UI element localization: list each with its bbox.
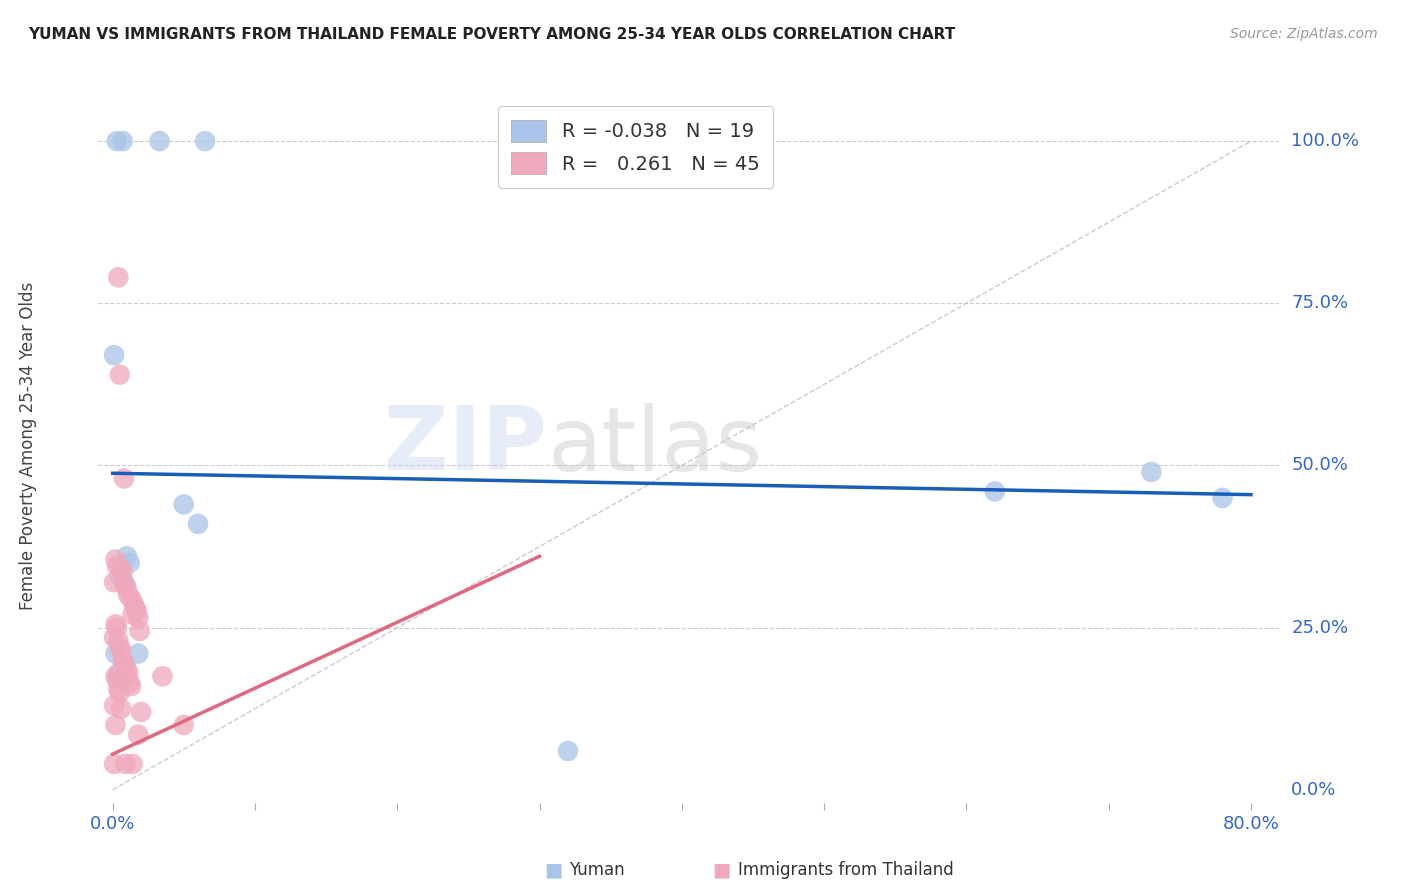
Point [114, 756, 136, 771]
Point [124, 601, 146, 615]
Point [103, 698, 125, 713]
Point [127, 728, 149, 742]
Text: Female Poverty Among 25-34 Year Olds: Female Poverty Among 25-34 Year Olds [18, 282, 37, 610]
Text: 0.0%: 0.0% [1291, 780, 1337, 799]
Point [104, 718, 127, 732]
Text: ■: ■ [713, 860, 731, 880]
Point [121, 607, 143, 622]
Text: 25.0%: 25.0% [1291, 619, 1348, 637]
Text: Source: ZipAtlas.com: Source: ZipAtlas.com [1230, 27, 1378, 41]
Point [173, 718, 195, 732]
Point [149, 134, 172, 148]
Text: 50.0%: 50.0% [1291, 457, 1348, 475]
Point [187, 516, 209, 531]
Point [108, 685, 131, 699]
Point [104, 669, 127, 683]
Point [103, 348, 125, 362]
Point [194, 134, 217, 148]
Text: ■: ■ [544, 860, 562, 880]
Point [114, 578, 136, 592]
Point [115, 549, 138, 564]
Text: atlas: atlas [547, 402, 762, 490]
Text: YUMAN VS IMMIGRANTS FROM THAILAND FEMALE POVERTY AMONG 25-34 YEAR OLDS CORRELATI: YUMAN VS IMMIGRANTS FROM THAILAND FEMALE… [28, 27, 955, 42]
Point [103, 575, 125, 590]
Point [111, 566, 134, 580]
Point [557, 744, 579, 758]
Point [112, 471, 135, 485]
Point [117, 666, 139, 681]
Point [127, 647, 149, 661]
Point [117, 588, 139, 602]
Point [110, 562, 132, 576]
Point [1212, 491, 1234, 505]
Text: ZIP: ZIP [384, 402, 547, 490]
Point [984, 484, 1007, 499]
Point [111, 653, 134, 667]
Point [110, 643, 132, 657]
Point [1140, 465, 1163, 479]
Point [115, 582, 138, 596]
Point [108, 368, 131, 382]
Point [104, 617, 127, 632]
Point [103, 631, 125, 645]
Point [110, 673, 132, 687]
Point [107, 682, 129, 697]
Point [112, 657, 135, 671]
Legend: R = -0.038   N = 19, R =   0.261   N = 45: R = -0.038 N = 19, R = 0.261 N = 45 [498, 106, 773, 188]
Point [107, 633, 129, 648]
Point [110, 702, 132, 716]
Point [129, 705, 152, 719]
Point [105, 673, 128, 687]
Point [118, 556, 141, 570]
Point [107, 666, 129, 681]
Point [111, 134, 134, 148]
Point [125, 604, 148, 618]
Point [107, 270, 129, 285]
Point [104, 552, 127, 566]
Point [108, 640, 131, 654]
Text: 75.0%: 75.0% [1291, 294, 1348, 312]
Text: Immigrants from Thailand: Immigrants from Thailand [738, 861, 953, 879]
Text: Yuman: Yuman [569, 861, 626, 879]
Point [105, 134, 128, 148]
Point [120, 679, 142, 693]
Point [112, 575, 135, 590]
Point [173, 497, 195, 511]
Point [114, 659, 136, 673]
Text: 100.0%: 100.0% [1291, 132, 1360, 150]
Point [105, 559, 128, 574]
Point [118, 675, 141, 690]
Point [127, 611, 149, 625]
Point [120, 591, 142, 606]
Point [152, 669, 174, 683]
Point [122, 598, 145, 612]
Point [121, 756, 143, 771]
Point [104, 647, 127, 661]
Point [128, 624, 150, 638]
Point [105, 621, 128, 635]
Point [103, 756, 125, 771]
Point [115, 663, 138, 677]
Point [108, 568, 131, 582]
